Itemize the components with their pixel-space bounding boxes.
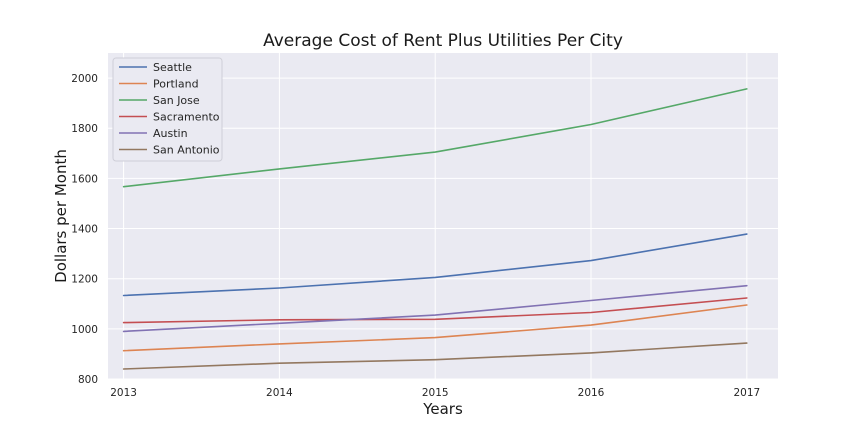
x-tick-label: 2017 bbox=[733, 387, 760, 399]
y-tick-label: 800 bbox=[78, 374, 98, 386]
series-line-sacramento bbox=[122, 297, 748, 324]
y-tick-label: 1400 bbox=[71, 224, 98, 236]
y-axis-label: Dollars per Month bbox=[52, 149, 70, 283]
series-line-austin bbox=[122, 284, 748, 333]
series-line-portland bbox=[122, 304, 748, 352]
legend-label: Portland bbox=[153, 78, 199, 91]
y-tick-label: 1600 bbox=[71, 173, 98, 185]
series-line-san-antonio bbox=[122, 342, 748, 370]
legend-label: Seattle bbox=[153, 61, 192, 74]
series-lines bbox=[122, 88, 748, 370]
y-gridlines bbox=[108, 77, 778, 380]
x-tick-label: 2014 bbox=[266, 387, 293, 399]
legend-label: San Jose bbox=[153, 94, 200, 107]
series-line-san-jose bbox=[122, 88, 748, 188]
x-axis-label: Years bbox=[422, 400, 463, 418]
y-tick-labels: 800 1000 1200 1400 1600 1800 2000 bbox=[71, 73, 98, 386]
x-tick-label: 2016 bbox=[578, 387, 605, 399]
y-tick-label: 1000 bbox=[71, 324, 98, 336]
y-tick-label: 2000 bbox=[71, 73, 98, 85]
series-line-seattle bbox=[122, 233, 748, 297]
chart-title: Average Cost of Rent Plus Utilities Per … bbox=[263, 31, 623, 51]
legend: Seattle Portland San Jose Sacramento Austin S… bbox=[112, 57, 223, 162]
x-tick-label: 2013 bbox=[110, 387, 137, 399]
legend-label: Austin bbox=[153, 127, 188, 140]
legend-label: Sacramento bbox=[153, 111, 220, 124]
legend-label: San Antonio bbox=[153, 144, 220, 157]
x-tick-label: 2015 bbox=[422, 387, 449, 399]
x-tick-labels: 2013 2014 2015 2016 2017 bbox=[110, 387, 760, 399]
y-tick-label: 1800 bbox=[71, 123, 98, 135]
y-tick-label: 1200 bbox=[71, 274, 98, 286]
